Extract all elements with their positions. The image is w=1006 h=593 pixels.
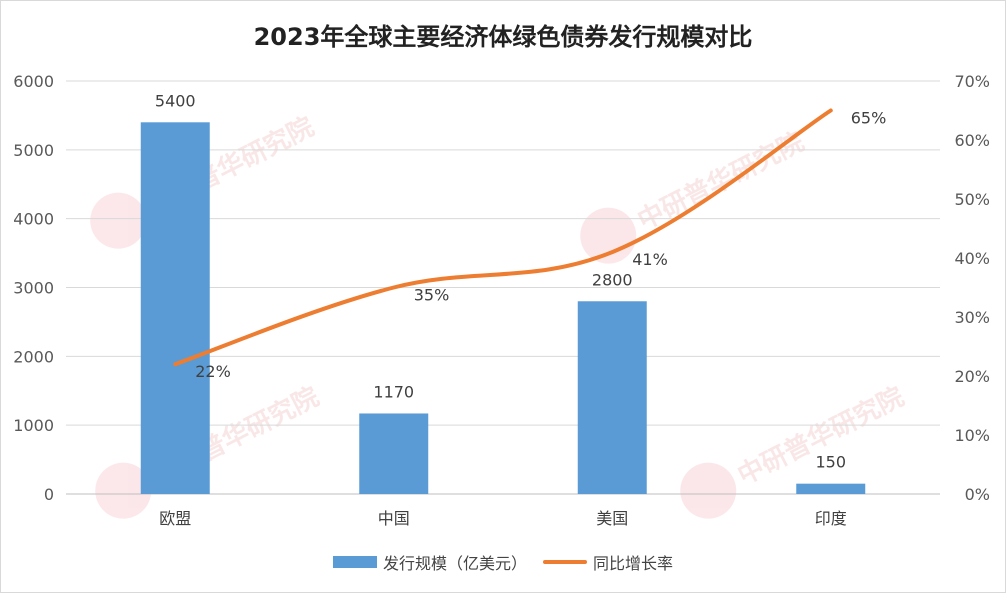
legend-bar-swatch (332, 556, 377, 568)
y-right-tick-label: 70% (954, 72, 990, 91)
y-left-tick-label: 1000 (13, 416, 54, 435)
bar (359, 413, 429, 494)
y-left-tick-label: 3000 (13, 279, 54, 298)
bar-data-label: 2800 (592, 270, 633, 289)
bar (796, 483, 866, 494)
chart-title: 2023年全球主要经济体绿色债券发行规模对比 (253, 23, 753, 51)
legend-line-swatch (543, 560, 587, 564)
y-right-tick-label: 20% (954, 367, 990, 386)
y-right-tick-label: 0% (965, 485, 990, 504)
x-tick-label: 欧盟 (159, 509, 191, 528)
y-left-tick-label: 6000 (13, 72, 54, 91)
legend-label: 同比增长率 (593, 554, 674, 573)
legend-item-line[interactable]: 同比增长率 (543, 550, 673, 574)
legend-label: 发行规模（亿美元） (382, 554, 527, 573)
line-data-label: 41% (632, 250, 668, 269)
y-right-tick-label: 50% (954, 190, 990, 209)
y-right-tick-label: 40% (954, 249, 990, 268)
y-left-tick-label: 2000 (13, 347, 54, 366)
x-tick-label: 中国 (378, 509, 410, 528)
bar-data-label: 1170 (373, 382, 414, 401)
y-right-tick-label: 10% (954, 426, 990, 445)
bar (140, 122, 210, 495)
legend: 发行规模（亿美元） 同比增长率 (0, 550, 1006, 574)
bar-data-label: 150 (815, 453, 846, 472)
line-data-label: 22% (195, 362, 231, 381)
bar (577, 301, 647, 494)
y-left-tick-label: 4000 (13, 210, 54, 229)
x-tick-label: 印度 (815, 509, 847, 528)
y-right-tick-label: 30% (954, 308, 990, 327)
growth-rate-line (173, 108, 833, 367)
line-data-label: 65% (851, 109, 887, 128)
y-left-tick-label: 0 (44, 485, 54, 504)
legend-item-bar[interactable]: 发行规模（亿美元） (332, 550, 527, 574)
line-data-label: 35% (414, 286, 450, 305)
y-right-tick-label: 60% (954, 131, 990, 150)
x-tick-label: 美国 (596, 509, 628, 528)
bar-data-label: 5400 (155, 91, 196, 110)
y-left-tick-label: 5000 (13, 141, 54, 160)
